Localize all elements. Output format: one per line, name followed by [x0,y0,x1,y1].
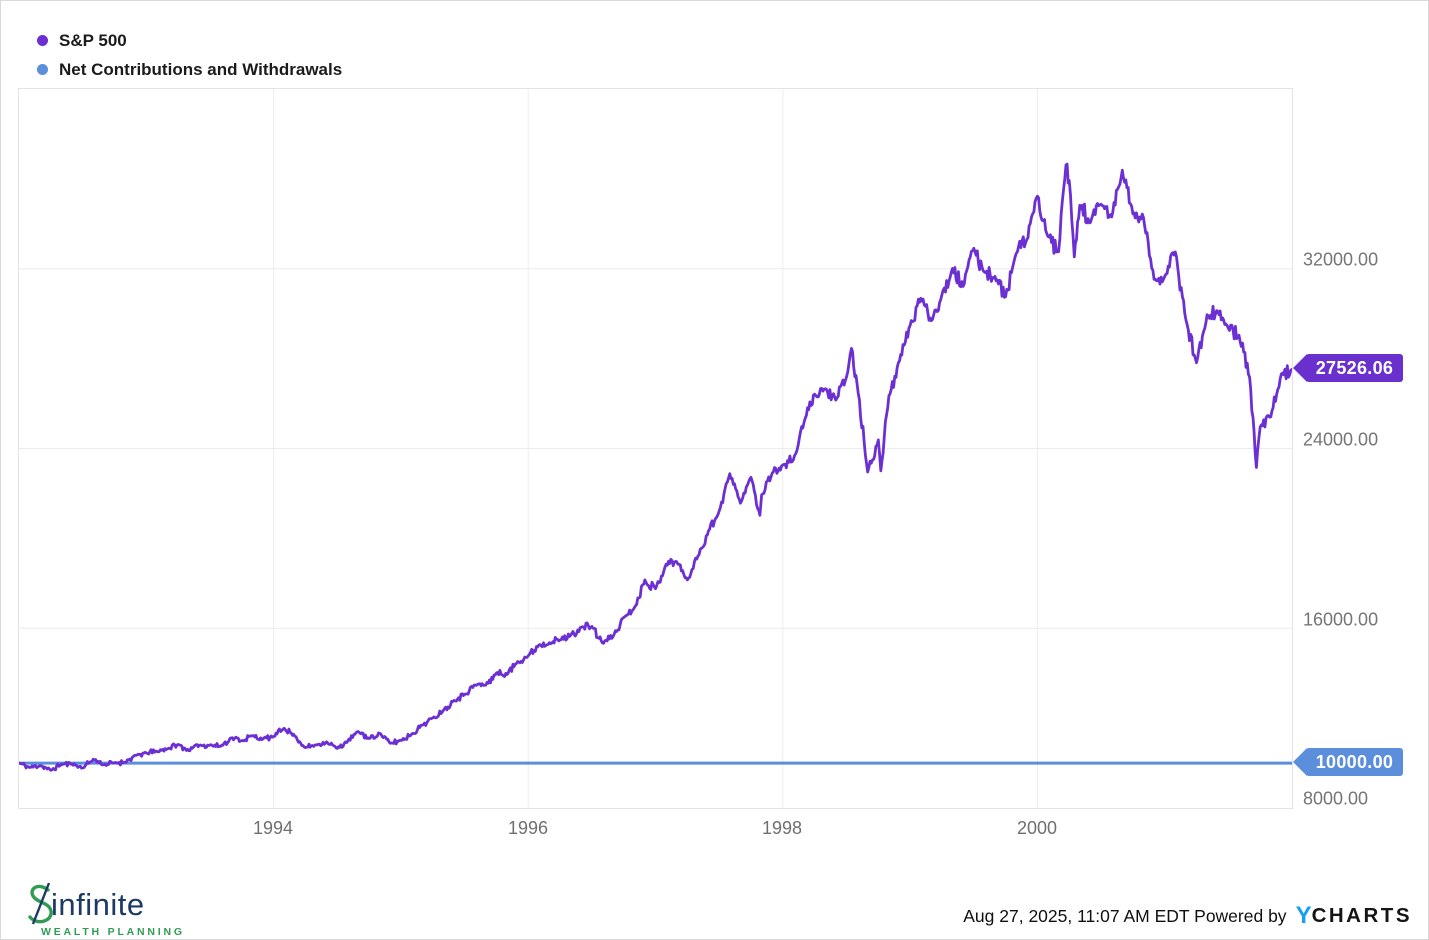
sp500-last-value: 27526.06 [1306,354,1403,382]
sp500-last-value-tag: 27526.06 [1293,354,1403,382]
logo-tagline: WEALTH PLANNING [41,926,185,938]
plot-area[interactable] [18,88,1293,809]
legend-label-sp500: S&P 500 [59,30,127,50]
timestamp-powered-by: Aug 27, 2025, 11:07 AM EDT Powered by [963,905,1287,926]
tag-arrow-icon [1293,354,1307,382]
y-axis-label-32000: 32000.00 [1303,249,1379,269]
tag-arrow-icon [1293,748,1307,776]
dollar-swirl-icon [25,881,55,925]
x-axis-label-1998: 1998 [761,818,803,838]
ycharts-logo-y: Y [1295,902,1312,929]
infinite-wealth-planning-logo: infinite WEALTH PLANNING [25,881,185,938]
x-axis-label-2000: 2000 [1016,818,1058,838]
legend-item-net-contributions[interactable]: Net Contributions and Withdrawals [37,55,342,84]
x-axis-label-1996: 1996 [507,818,549,838]
x-axis-label-1994: 1994 [252,818,294,838]
legend-item-sp500[interactable]: S&P 500 [37,26,342,55]
chart-canvas [19,89,1292,808]
legend-label-net-contributions: Net Contributions and Withdrawals [59,59,343,79]
net-contributions-last-value-tag: 10000.00 [1293,748,1403,776]
chart-attribution: Aug 27, 2025, 11:07 AM EDT Powered by Y … [963,904,1412,928]
y-axis-label-24000: 24000.00 [1303,429,1379,449]
net-contributions-series-dot-icon [37,64,48,75]
legend: S&P 500 Net Contributions and Withdrawal… [37,26,342,84]
logo-wordmark: infinite [51,887,145,922]
y-axis-label-16000: 16000.00 [1303,609,1379,629]
sp500-series-dot-icon [37,35,48,46]
net-contributions-last-value: 10000.00 [1306,748,1403,776]
y-axis-label-8000: 8000.00 [1303,788,1369,809]
ycharts-logo-text: CHARTS [1311,904,1412,927]
